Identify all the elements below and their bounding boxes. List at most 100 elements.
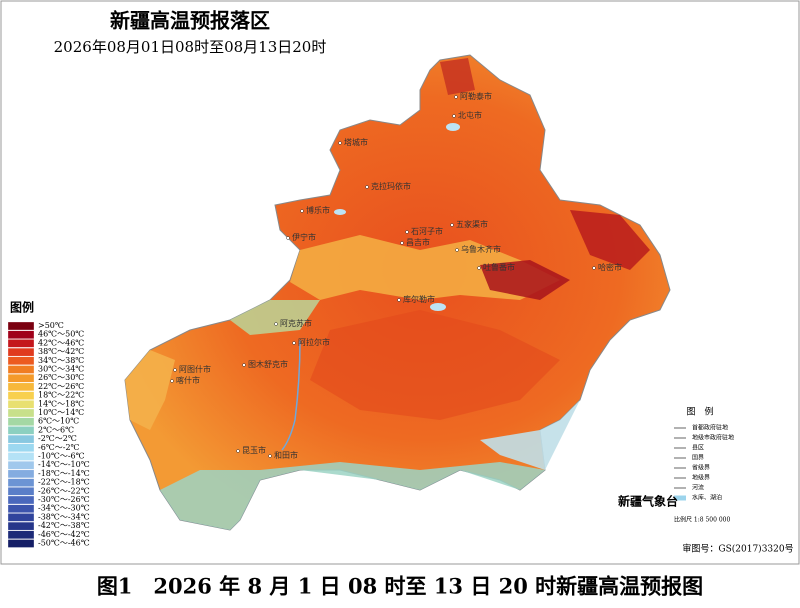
legend-label: >50℃ xyxy=(38,321,64,330)
legend-swatch xyxy=(7,487,35,496)
legend-swatch xyxy=(7,356,35,365)
city-dot xyxy=(450,223,454,227)
agency: 新疆气象台 xyxy=(618,494,678,509)
legend-swatch xyxy=(7,434,35,444)
legend-swatch xyxy=(7,539,35,548)
legend-label: 18℃～22℃ xyxy=(38,391,84,400)
map-legend-title: 图 例 xyxy=(686,406,713,418)
hot-zone xyxy=(570,210,650,270)
map-legend-label: 水库、湖泊 xyxy=(692,494,722,502)
city-label: 塔城市 xyxy=(344,137,368,147)
city-dot xyxy=(400,241,404,245)
city-dot xyxy=(242,363,246,367)
city-dot xyxy=(455,248,459,252)
city-label: 阿图什市 xyxy=(179,364,211,374)
city-label: 喀什市 xyxy=(176,375,200,385)
legend-label: -10℃～-6℃ xyxy=(38,452,85,461)
map-legend-label: 首都政府驻地 xyxy=(692,424,728,432)
subtitle: 2026年08月01日08时至08月13日20时 xyxy=(54,38,327,56)
legend-swatch xyxy=(7,391,35,400)
map-legend-label: 地级界 xyxy=(692,474,710,482)
legend-swatch xyxy=(7,400,35,409)
legend-label: -34℃～-30℃ xyxy=(38,504,90,513)
city-label: 图木舒克市 xyxy=(248,359,288,369)
city-label: 阿拉尔市 xyxy=(298,337,330,347)
legend-label: 42℃～46℃ xyxy=(38,338,84,347)
city-label: 吐鲁番市 xyxy=(483,262,515,272)
hot-zone xyxy=(480,260,570,300)
city-dot xyxy=(170,379,174,383)
legend-swatch xyxy=(7,461,35,470)
city-label: 五家渠市 xyxy=(456,219,488,229)
city-label: 和田市 xyxy=(274,450,298,460)
legend-swatch xyxy=(7,408,35,418)
legend-label: -46℃～-42℃ xyxy=(38,530,90,539)
legend-label: 38℃～42℃ xyxy=(38,347,84,356)
legend-label: -42℃～-38℃ xyxy=(38,521,90,530)
city-label: 昌吉市 xyxy=(406,237,430,247)
legend-swatch xyxy=(7,452,35,461)
legend-swatch xyxy=(7,469,35,479)
title: 新疆高温预报落区 xyxy=(110,9,270,33)
city-label: 石河子市 xyxy=(411,226,443,236)
legend-swatch xyxy=(7,504,35,513)
map-legend-label: 国界 xyxy=(692,455,704,462)
lake xyxy=(446,123,460,131)
city-label: 昆玉市 xyxy=(242,445,266,455)
caption: 图1 2026 年 8 月 1 日 08 时至 13 日 20 时新疆高温预报图 xyxy=(97,574,703,599)
legend: 图例 >50℃46℃～50℃42℃～46℃38℃～42℃34℃～38℃30℃～3… xyxy=(7,300,90,548)
city-label: 阿勒泰市 xyxy=(460,91,492,101)
legend-swatch xyxy=(7,513,35,522)
lake xyxy=(334,209,346,215)
legend-swatch xyxy=(7,443,35,452)
legend-label: -38℃～-34℃ xyxy=(38,512,90,521)
city-dot xyxy=(274,322,278,326)
legend-swatch xyxy=(7,417,35,426)
legend-label: -30℃～-26℃ xyxy=(38,495,90,504)
warm-zone xyxy=(125,350,175,430)
legend-swatch xyxy=(7,339,35,348)
hot-zone xyxy=(310,310,560,420)
legend-title: 图例 xyxy=(10,300,34,315)
river xyxy=(281,339,301,451)
city-label: 库尔勒市 xyxy=(403,294,435,304)
legend-label: 30℃～34℃ xyxy=(38,365,84,374)
legend-swatch xyxy=(7,321,35,331)
city-dot xyxy=(236,449,240,453)
legend-swatch xyxy=(7,347,35,357)
legend-label: 46℃～50℃ xyxy=(38,330,84,339)
legend-swatch xyxy=(7,382,35,392)
legend-label: 6℃～10℃ xyxy=(38,417,79,426)
legend-swatch xyxy=(7,478,35,487)
city-label: 阿克苏市 xyxy=(280,318,312,328)
city-dot xyxy=(173,368,177,372)
city-dot xyxy=(477,266,481,270)
legend-label: 14℃～18℃ xyxy=(38,399,84,408)
city-dot xyxy=(338,141,342,145)
legend-label: 10℃～14℃ xyxy=(38,408,84,417)
legend-swatch xyxy=(7,374,35,383)
legend-label: -18℃～-14℃ xyxy=(38,469,90,478)
hot-zone xyxy=(440,58,475,95)
legend-swatch xyxy=(7,530,35,539)
legend-label: -2℃～2℃ xyxy=(38,434,77,443)
city-dot xyxy=(268,454,272,458)
legend-label: -22℃～-18℃ xyxy=(38,478,90,487)
city-label: 乌鲁木齐市 xyxy=(461,244,501,254)
legend-label: -26℃～-22℃ xyxy=(38,486,90,495)
city-dot xyxy=(452,114,456,118)
legend-label: 34℃～38℃ xyxy=(38,356,84,365)
city-dot xyxy=(365,185,369,189)
cool-zone xyxy=(480,400,580,470)
city-label: 北屯市 xyxy=(458,110,482,120)
map-scale: 比例尺 1:8 500 000 xyxy=(674,516,730,524)
map-legend-label: 地级市政府驻地 xyxy=(692,434,734,442)
cool-zone xyxy=(160,462,545,530)
city-label: 伊宁市 xyxy=(292,232,316,242)
legend-swatch xyxy=(7,365,35,374)
city-dot xyxy=(292,341,296,345)
cool-zone xyxy=(230,300,320,335)
